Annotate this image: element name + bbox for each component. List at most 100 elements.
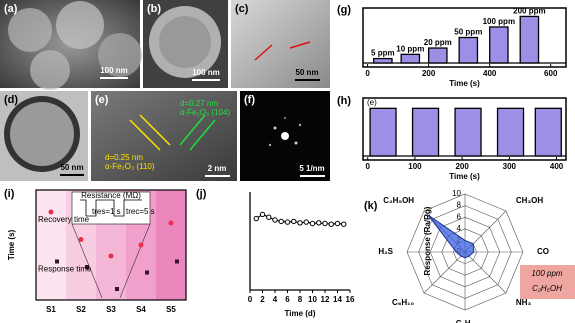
x-axis-label: Time (s): [449, 79, 480, 88]
inset-curve: [80, 199, 142, 217]
marker: [328, 221, 334, 227]
pulse-label: 200 ppm: [513, 7, 545, 16]
scale-bar: 50 nm: [295, 68, 318, 77]
panel-label: (d): [4, 94, 18, 106]
x-tick-label: 400: [483, 69, 497, 78]
pulse: [373, 57, 393, 64]
marker: [138, 242, 144, 248]
x-tick-label: S4: [136, 305, 146, 314]
pulse-label: 10 ppm: [396, 44, 424, 53]
x-tick-label: 6: [285, 295, 290, 304]
pulse: [489, 26, 509, 64]
r-tick-label: 10: [452, 189, 461, 198]
marker: [48, 209, 54, 215]
pulse-label: 20 ppm: [424, 38, 452, 47]
x-tick-label: S3: [106, 305, 116, 314]
inset-note: trec=5 s: [126, 207, 155, 216]
category-label: CO: [537, 247, 549, 256]
panel-label: (h): [337, 95, 351, 107]
annotation: α-Fe₂O₃ (110): [105, 162, 155, 171]
panel-label: (i): [4, 188, 15, 200]
marker: [266, 214, 272, 220]
panel-label: (j): [196, 188, 207, 200]
pulse: [454, 107, 482, 157]
panel-label: (b): [147, 3, 161, 15]
marker: [259, 211, 266, 218]
x-tick-label: 300: [503, 162, 517, 171]
panel-label: (g): [337, 4, 351, 16]
category-label: C₇H₈: [456, 319, 475, 323]
marker: [272, 217, 278, 223]
scale-bar: 100 nm: [100, 66, 128, 75]
scale-bar: 5 1/nm: [299, 164, 324, 173]
marker: [55, 259, 59, 264]
x-tick-label: 4: [273, 295, 278, 304]
image-f: (f) 5 1/nm: [240, 91, 330, 181]
inset-note: tres=1 s: [92, 207, 121, 216]
category-label: H₂S: [378, 247, 393, 256]
marker: [322, 220, 328, 227]
y-axis-label: Time (s): [7, 229, 16, 260]
marker: [284, 219, 291, 225]
x-tick-label: S1: [46, 305, 56, 314]
marker: [85, 265, 89, 269]
note: C₂H₅OH: [532, 284, 562, 293]
panel-label: (c): [235, 3, 249, 15]
pulse-label: 50 ppm: [454, 28, 482, 37]
inset-y-label: Resistance (MΩ): [81, 191, 141, 200]
pulse: [411, 107, 440, 157]
image-c: (c) 50 nm: [231, 0, 330, 88]
marker: [145, 270, 149, 275]
panel-label: (a): [4, 3, 18, 15]
marker: [291, 218, 297, 225]
plot-frame: [362, 97, 567, 161]
scale-bar: 50 nm: [60, 163, 83, 172]
note: 100 ppm: [531, 269, 562, 278]
x-tick-label: 0: [365, 162, 370, 171]
marker: [278, 218, 284, 225]
marker: [78, 237, 84, 242]
legend-label: Response time: [38, 265, 92, 274]
image-e: (e) d=0.25 nm α-Fe₂O₃ (110) d=0.27 nm α-…: [91, 91, 237, 181]
marker: [297, 220, 303, 226]
pulse: [519, 15, 540, 64]
panel-label: (f): [244, 94, 255, 106]
x-tick-label: 200: [455, 162, 469, 171]
pulse-label: 100 ppm: [483, 17, 515, 26]
x-tick-label: 200: [422, 69, 436, 78]
marker: [341, 221, 347, 227]
marker: [309, 220, 316, 227]
pulse: [496, 107, 525, 157]
band: [156, 190, 186, 300]
annotation: α-Fe₂O₃ (104): [180, 108, 230, 117]
marker: [168, 220, 174, 226]
marker: [108, 253, 114, 259]
plot-frame: [362, 7, 567, 68]
r-tick-label: 8: [457, 201, 462, 210]
image-a: (a) 100 nm: [0, 0, 142, 90]
x-tick-label: 8: [298, 295, 303, 304]
r-tick-label: 6: [457, 212, 462, 221]
band: [36, 190, 66, 300]
inset: [71, 191, 151, 225]
x-tick-label: 0: [248, 295, 253, 304]
x-tick-label: 600: [544, 69, 558, 78]
y-axis-label: Response (Ra/Rg): [423, 206, 432, 275]
legend-label: Recovery time: [38, 215, 90, 224]
category-label: C₂H₅OH: [383, 196, 414, 205]
radar-area: [427, 214, 475, 259]
image-d: (d) 50 nm: [0, 91, 88, 181]
x-tick-label: 14: [333, 295, 342, 304]
pulse: [534, 107, 562, 157]
pulse: [400, 53, 421, 64]
marker: [334, 220, 341, 227]
x-tick-label: 100: [408, 162, 422, 171]
annotation: (e): [367, 98, 377, 107]
pulse: [369, 107, 397, 157]
x-tick-label: S5: [166, 305, 176, 314]
scale-bar: 100 nm: [192, 68, 220, 77]
panel-label: (k): [364, 200, 378, 212]
marker: [316, 220, 322, 226]
x-tick-label: 2: [260, 295, 265, 304]
